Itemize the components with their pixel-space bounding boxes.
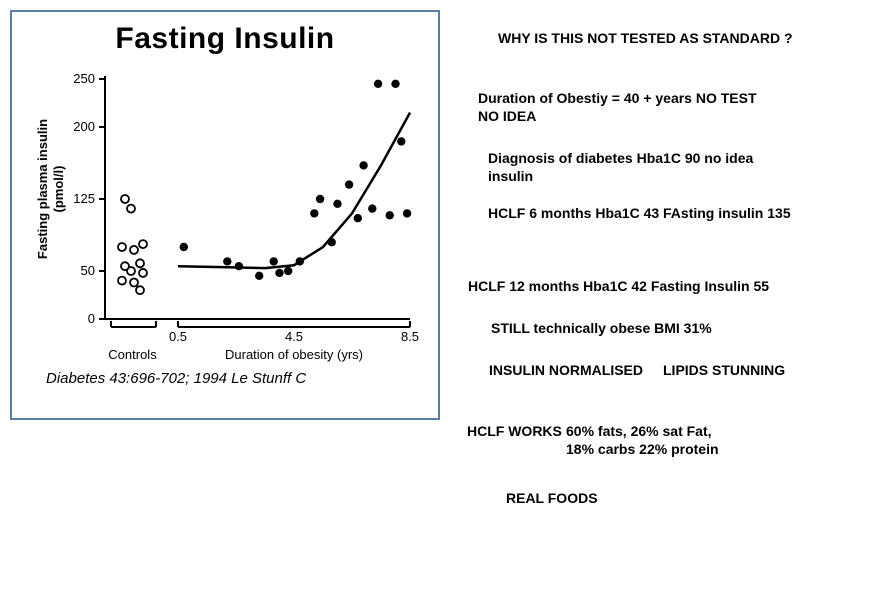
scatter-chart: 0 50 125 200 250 Fasting plasma insulin(pmol/… xyxy=(25,64,425,364)
note-q11: REAL FOODS xyxy=(506,490,598,508)
svg-text:Controls: Controls xyxy=(108,347,157,362)
svg-text:0: 0 xyxy=(88,311,95,326)
svg-text:Duration of obesity (yrs): Duration of obesity (yrs) xyxy=(225,347,363,362)
note-q4: HCLF 6 months Hba1C 43 FAsting insulin 1… xyxy=(488,205,791,223)
svg-text:8.5: 8.5 xyxy=(401,329,419,344)
svg-text:250: 250 xyxy=(73,71,95,86)
note-q9: HCLF WORKS xyxy=(467,423,562,441)
svg-text:200: 200 xyxy=(73,119,95,134)
note-q5: HCLF 12 months Hba1C 42 Fasting Insulin … xyxy=(468,278,769,296)
note-q10: 60% fats, 26% sat Fat,18% carbs 22% prot… xyxy=(566,423,719,458)
chart-title: Fasting Insulin xyxy=(24,22,426,56)
svg-text:125: 125 xyxy=(73,191,95,206)
chart-panel: Fasting Insulin 0 50 125 200 250 Fasting plas… xyxy=(10,10,440,420)
note-q3: Diagnosis of diabetes Hba1C 90 no ideain… xyxy=(488,150,753,185)
note-q7: INSULIN NORMALISED xyxy=(489,362,643,380)
svg-text:4.5: 4.5 xyxy=(285,329,303,344)
note-q2: Duration of Obestiy = 40 + years NO TEST… xyxy=(478,90,757,125)
svg-text:0.5: 0.5 xyxy=(169,329,187,344)
note-q8: LIPIDS STUNNING xyxy=(663,362,785,380)
svg-text:50: 50 xyxy=(81,263,95,278)
chart-area: 0 50 125 200 250 Fasting plasma insulin(pmol/… xyxy=(25,64,425,364)
chart-citation: Diabetes 43:696-702; 1994 Le Stunff C xyxy=(46,370,426,387)
note-q6: STILL technically obese BMI 31% xyxy=(491,320,712,338)
note-q1: WHY IS THIS NOT TESTED AS STANDARD ? xyxy=(498,30,793,48)
svg-text:Fasting plasma insulin: Fasting plasma insulin xyxy=(35,119,50,259)
svg-text:(pmol/l): (pmol/l) xyxy=(51,166,66,213)
